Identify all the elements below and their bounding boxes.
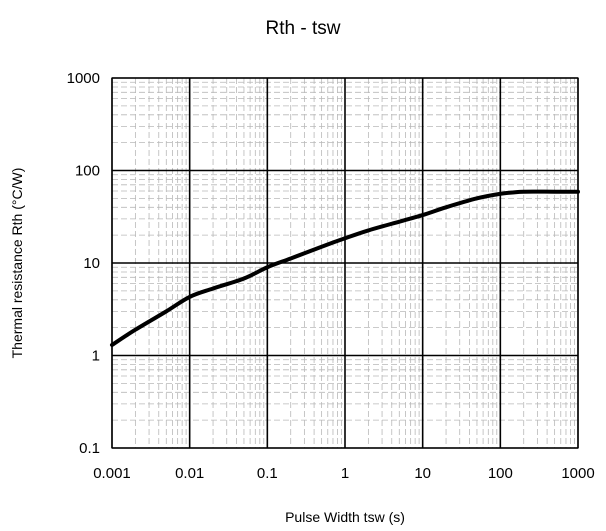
y-tick-label: 0.1 (79, 440, 100, 457)
y-tick-label: 100 (75, 163, 100, 180)
x-tick-label: 10 (414, 465, 431, 482)
y-tick-labels: 0.1 1 10 100 1000 (67, 70, 100, 457)
x-tick-label: 0.01 (175, 465, 204, 482)
x-axis-label: Pulse Width tsw (s) (285, 509, 405, 525)
y-tick-label: 10 (83, 255, 100, 272)
y-tick-label: 1000 (67, 70, 100, 87)
y-axis-label: Thermal resistance Rth (°C/W) (9, 168, 25, 359)
plot-frame (111, 77, 579, 449)
chart-title: Rth - tsw (265, 18, 341, 39)
y-tick-label: 1 (92, 348, 100, 365)
series-line-rth (110, 189, 580, 347)
x-tick-label: 0.1 (257, 465, 278, 482)
x-tick-label: 1 (341, 465, 349, 482)
x-tick-label: 0.001 (93, 465, 131, 482)
x-tick-label: 100 (488, 465, 513, 482)
x-tick-label: 1000 (561, 465, 594, 482)
x-tick-labels: 0.001 0.01 0.1 1 10 100 1000 (93, 465, 594, 482)
